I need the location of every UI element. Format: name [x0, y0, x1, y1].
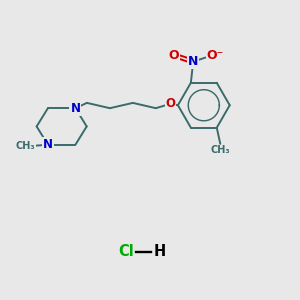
Text: O: O — [166, 97, 176, 110]
Text: N: N — [188, 55, 198, 68]
Text: O: O — [168, 49, 179, 62]
Text: CH₃: CH₃ — [211, 146, 230, 155]
Text: O⁻: O⁻ — [207, 49, 224, 62]
Text: H: H — [153, 244, 166, 259]
Text: CH₃: CH₃ — [15, 141, 35, 151]
Text: N: N — [70, 102, 80, 115]
Text: N: N — [43, 138, 53, 151]
Text: Cl: Cl — [118, 244, 134, 259]
